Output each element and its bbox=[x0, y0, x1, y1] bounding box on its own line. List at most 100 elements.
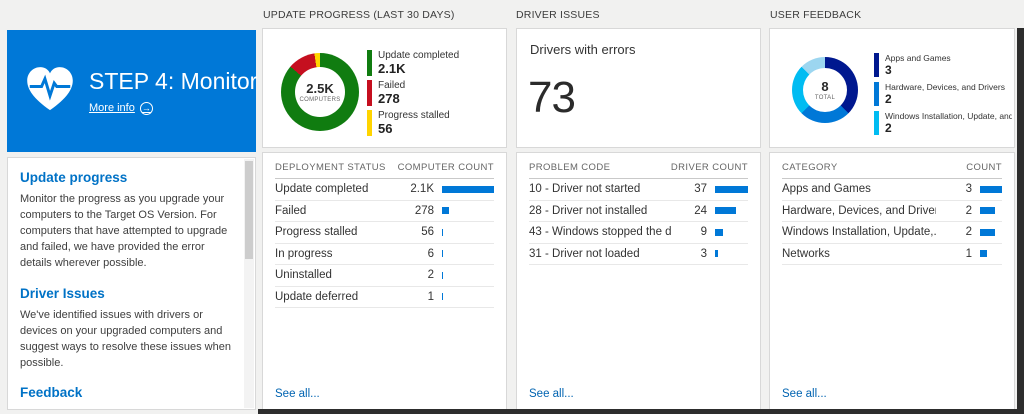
table-row[interactable]: Hardware, Devices, and Drivers 2 bbox=[782, 201, 1002, 222]
row-count-bar bbox=[442, 228, 494, 236]
see-all-link[interactable]: See all... bbox=[529, 388, 574, 400]
table-body: 10 - Driver not started 37 28 - Driver not… bbox=[529, 179, 748, 265]
more-info-link[interactable]: More info → bbox=[89, 101, 153, 115]
table-row[interactable]: Networks 1 bbox=[782, 244, 1002, 265]
table-header-count: COUNT bbox=[966, 162, 1002, 173]
table-row[interactable]: 28 - Driver not installed 24 bbox=[529, 201, 748, 222]
row-label: 31 - Driver not loaded bbox=[529, 247, 640, 260]
see-all-link[interactable]: See all... bbox=[275, 388, 320, 400]
drivers-with-errors-title: Drivers with errors bbox=[530, 42, 636, 57]
table-row[interactable]: Apps and Games 3 bbox=[782, 179, 1002, 201]
row-count-bar bbox=[442, 185, 494, 193]
table-body: Update completed 2.1K Failed 278 Progress st… bbox=[275, 179, 494, 308]
row-label: Update completed bbox=[275, 183, 369, 196]
user-feedback-chart-card[interactable]: 8 TOTAL Apps and Games 3 Hardware, Devices… bbox=[769, 28, 1015, 148]
legend-item: Failed 278 bbox=[367, 80, 459, 106]
row-label: Windows Installation, Update,... bbox=[782, 226, 936, 239]
step-title: STEP 4: Monitor bbox=[89, 67, 258, 94]
update-progress-table-card: DEPLOYMENT STATUS COMPUTER COUNT Update … bbox=[262, 152, 507, 410]
legend-value: 278 bbox=[378, 91, 400, 106]
user-feedback-table-card: CATEGORY COUNT Apps and Games 3 Hardware, … bbox=[769, 152, 1015, 410]
row-label: Uninstalled bbox=[275, 269, 332, 282]
overview-section-body: Monitor the progress as you upgrade your… bbox=[20, 193, 228, 269]
row-count: 3 bbox=[700, 247, 707, 260]
overview-section: Update progress Monitor the progress as y… bbox=[20, 170, 233, 272]
legend-value: 2.1K bbox=[378, 61, 406, 76]
drivers-with-errors-card[interactable]: Drivers with errors 73 bbox=[516, 28, 761, 148]
arrow-circle-icon: → bbox=[139, 101, 153, 115]
row-count: 56 bbox=[421, 226, 434, 239]
row-count: 1 bbox=[965, 247, 972, 260]
row-label: Progress stalled bbox=[275, 226, 358, 239]
table-header: CATEGORY COUNT bbox=[782, 153, 1002, 179]
see-all-link[interactable]: See all... bbox=[782, 388, 827, 400]
table-row[interactable]: Update deferred 1 bbox=[275, 287, 494, 308]
table-row[interactable]: Failed 278 bbox=[275, 201, 494, 222]
legend-label: Windows Installation, Update, and... bbox=[885, 111, 1012, 121]
row-label: In progress bbox=[275, 247, 333, 260]
donut-center: 8 TOTAL bbox=[803, 68, 847, 112]
table-row[interactable]: Update completed 2.1K bbox=[275, 179, 494, 201]
legend-item: Hardware, Devices, and Drivers 2 bbox=[874, 82, 1012, 106]
window-edge-bottom bbox=[258, 409, 1024, 414]
table-row[interactable]: 31 - Driver not loaded 3 bbox=[529, 244, 748, 265]
legend-value: 3 bbox=[885, 63, 892, 77]
table-header-label: CATEGORY bbox=[782, 162, 838, 173]
legend-value: 2 bbox=[885, 92, 892, 106]
table-row[interactable]: Progress stalled 56 bbox=[275, 222, 494, 244]
row-label: Hardware, Devices, and Drivers bbox=[782, 204, 936, 217]
overview-section-body: Review the feedback submitted by your em… bbox=[20, 407, 233, 409]
legend-color-chip bbox=[874, 53, 879, 77]
table-row[interactable]: In progress 6 bbox=[275, 244, 494, 265]
donut-center-value: 8 bbox=[821, 78, 829, 94]
legend-color-chip bbox=[874, 82, 879, 106]
heartbeat-icon bbox=[23, 64, 77, 119]
window-edge-right bbox=[1017, 28, 1024, 414]
row-label: Update deferred bbox=[275, 290, 359, 303]
table-header-count: COMPUTER COUNT bbox=[397, 162, 494, 173]
more-info-label: More info bbox=[89, 102, 135, 114]
table-row[interactable]: 43 - Windows stopped the devi... 9 bbox=[529, 222, 748, 244]
update-progress-chart-card[interactable]: 2.5K COMPUTERS Update completed 2.1K Faile… bbox=[262, 28, 507, 148]
table-row[interactable]: 10 - Driver not started 37 bbox=[529, 179, 748, 201]
legend-label: Update completed bbox=[378, 50, 460, 61]
legend-label: Hardware, Devices, and Drivers bbox=[885, 82, 1005, 92]
row-label: Networks bbox=[782, 247, 830, 260]
overview-section-heading: Driver Issues bbox=[20, 285, 105, 301]
table-row[interactable]: Windows Installation, Update,... 2 bbox=[782, 222, 1002, 244]
user-feedback-donut-chart[interactable]: 8 TOTAL bbox=[792, 57, 858, 123]
row-count-bar bbox=[442, 207, 494, 215]
legend-label: Progress stalled bbox=[378, 110, 450, 121]
scrollbar-track[interactable] bbox=[244, 159, 254, 408]
row-count: 2 bbox=[427, 269, 434, 282]
column-header-driver-issues: DRIVER ISSUES bbox=[516, 9, 600, 21]
row-count: 2 bbox=[965, 226, 972, 239]
row-count-bar bbox=[715, 250, 748, 258]
overview-section: Feedback Review the feedback submitted by… bbox=[20, 385, 233, 409]
overview-card: Update progress Monitor the progress as y… bbox=[7, 157, 256, 410]
donut-center-label: COMPUTERS bbox=[299, 96, 341, 103]
row-count: 6 bbox=[427, 247, 434, 260]
row-count-bar bbox=[442, 293, 494, 301]
step-tile[interactable]: STEP 4: Monitor More info → bbox=[7, 30, 258, 152]
overview-section-heading: Feedback bbox=[20, 385, 83, 401]
legend-label: Failed bbox=[378, 80, 406, 91]
donut-center: 2.5K COMPUTERS bbox=[295, 67, 345, 117]
table-body: Apps and Games 3 Hardware, Devices, and Dr… bbox=[782, 179, 1002, 265]
legend-value: 2 bbox=[885, 121, 892, 135]
legend-color-chip bbox=[874, 111, 879, 135]
update-progress-donut-chart[interactable]: 2.5K COMPUTERS bbox=[281, 53, 359, 131]
row-label: Apps and Games bbox=[782, 183, 871, 196]
row-count-bar bbox=[442, 250, 494, 258]
row-count: 2.1K bbox=[410, 183, 434, 196]
legend-color-chip bbox=[367, 80, 372, 106]
table-row[interactable]: Uninstalled 2 bbox=[275, 265, 494, 287]
row-count-bar bbox=[715, 228, 748, 236]
table-header: DEPLOYMENT STATUS COMPUTER COUNT bbox=[275, 153, 494, 179]
overview-sections: Update progress Monitor the progress as y… bbox=[20, 170, 233, 409]
table-header: PROBLEM CODE DRIVER COUNT bbox=[529, 153, 748, 179]
overview-section-heading: Update progress bbox=[20, 170, 128, 185]
row-label: 10 - Driver not started bbox=[529, 183, 641, 196]
driver-issues-table-card: PROBLEM CODE DRIVER COUNT 10 - Driver no… bbox=[516, 152, 761, 410]
scrollbar-thumb[interactable] bbox=[245, 161, 253, 259]
